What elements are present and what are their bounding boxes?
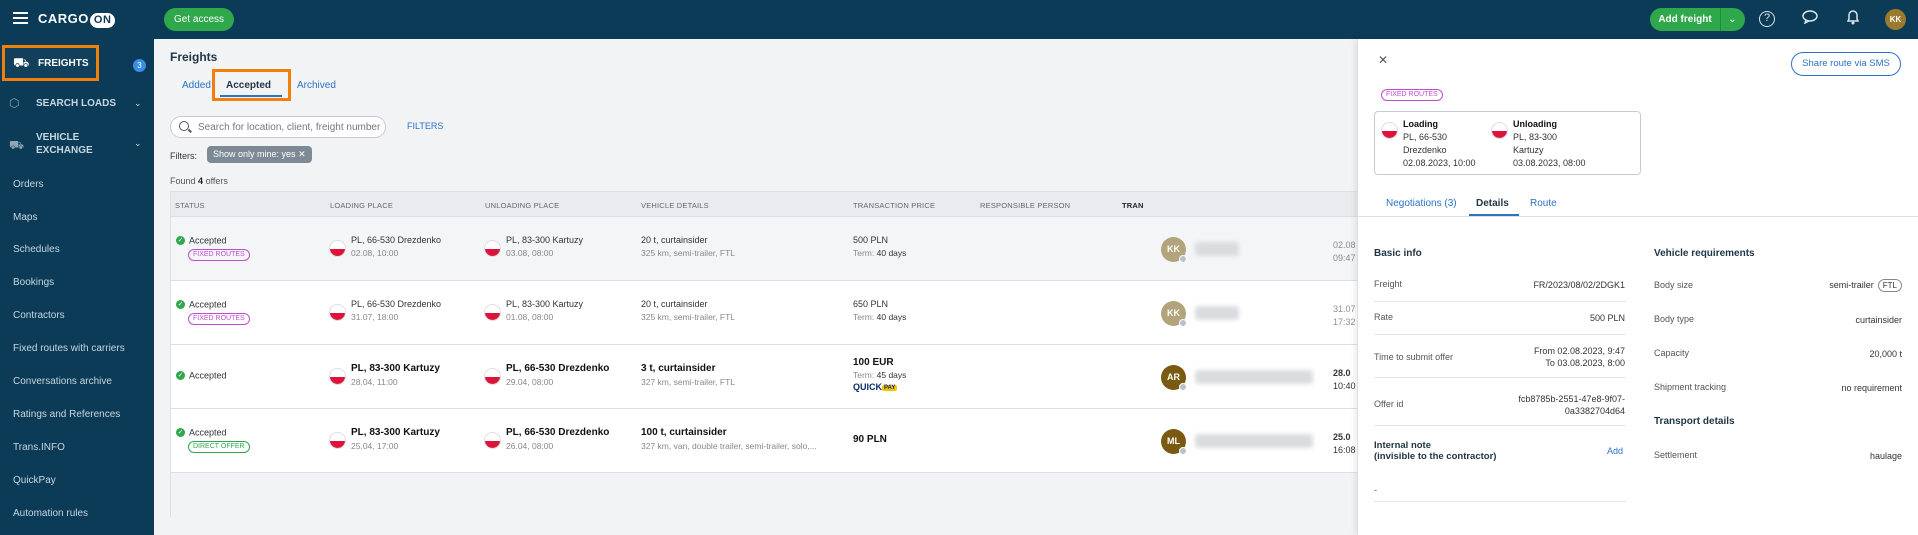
- poland-flag-icon: [1381, 122, 1398, 139]
- table-row[interactable]: ✓ Accepted FIXED ROUTES PL, 66-530 Drezde…: [171, 217, 1358, 281]
- top-bar: CARGO ON Get access Add freight ⌄ ? KK: [0, 0, 1918, 39]
- internal-note-heading: Internal note (invisible to the contracto…: [1374, 440, 1497, 462]
- poland-flag-icon: [484, 304, 501, 321]
- results-count: Found 4 offers: [170, 176, 228, 186]
- main-content: Freights Added Accepted Archived Search …: [154, 39, 1358, 535]
- sidebar-item-label: FREIGHTS: [38, 58, 89, 69]
- check-icon: ✓: [176, 236, 185, 246]
- close-icon[interactable]: ✕: [298, 149, 306, 159]
- status-badge: FIXED ROUTES: [188, 313, 250, 325]
- search-input[interactable]: Search for location, client, freight num…: [170, 116, 386, 138]
- help-icon[interactable]: ?: [1759, 11, 1775, 27]
- redacted-name: [1195, 242, 1239, 256]
- table-row[interactable]: ✓ Accepted PL, 83-300 Kartuzy 28.04, 11:00…: [171, 345, 1358, 409]
- freight-details-panel: ✕ Share route via SMS FIXED ROUTES Loadi…: [1357, 39, 1918, 535]
- check-icon: ✓: [176, 371, 185, 381]
- user-avatar[interactable]: KK: [1885, 9, 1906, 30]
- poland-flag-icon: [1491, 122, 1508, 139]
- offer-id: fcb8785b-2551-47e8-9f07- 0a3382704d64: [1518, 394, 1625, 416]
- filters-button[interactable]: FILTERS: [407, 121, 444, 131]
- add-note-button[interactable]: Add: [1607, 446, 1624, 456]
- panel-tabs: Negotiations (3) Details Route: [1358, 191, 1918, 217]
- table-row[interactable]: ✓ Accepted DIRECT OFFER PL, 83-300 Kartuz…: [171, 409, 1358, 473]
- redacted-name: [1195, 306, 1239, 320]
- poland-flag-icon: [329, 368, 346, 385]
- route-summary: Loading PL, 66-530 Drezdenko 02.08.2023,…: [1374, 111, 1641, 175]
- status-badge: FIXED ROUTES: [188, 249, 250, 261]
- table-header: STATUS LOADING PLACE UNLOADING PLACE VEH…: [171, 191, 1358, 217]
- poland-flag-icon: [484, 368, 501, 385]
- check-icon: ✓: [176, 428, 185, 438]
- body-type-value: curtainsider: [1855, 315, 1902, 325]
- poland-flag-icon: [329, 432, 346, 449]
- vehicle-requirements-heading: Vehicle requirements: [1654, 248, 1755, 259]
- search-icon: [179, 121, 189, 131]
- truck-icon: ⛟: [9, 138, 25, 152]
- status-badge: FIXED ROUTES: [1381, 89, 1443, 101]
- sidebar-item-vehicle-exchange[interactable]: ⛟ VEHICLE EXCHANGE ⌄: [9, 132, 142, 156]
- chevron-down-icon: ⌄: [134, 98, 142, 108]
- avatar[interactable]: AR: [1161, 365, 1187, 391]
- logo[interactable]: CARGO ON: [38, 11, 116, 28]
- redacted-name: [1195, 370, 1313, 384]
- tab-accepted[interactable]: Accepted: [226, 80, 272, 91]
- transport-details-heading: Transport details: [1654, 416, 1735, 427]
- avatar[interactable]: KK: [1161, 301, 1187, 327]
- avatar[interactable]: ML: [1161, 429, 1187, 455]
- menu-icon[interactable]: [13, 12, 28, 24]
- sidebar-item-freights[interactable]: ⛟ FREIGHTS: [2, 45, 99, 81]
- quickpay-badge: QUICK PAY: [853, 382, 898, 392]
- add-freight-button[interactable]: Add freight ⌄: [1650, 8, 1745, 31]
- chevron-down-icon[interactable]: ⌄: [1728, 14, 1737, 25]
- freight-number: FR/2023/08/02/2DGK1: [1533, 280, 1625, 290]
- freights-count-badge: 3: [133, 59, 146, 72]
- poland-flag-icon: [484, 240, 501, 257]
- close-icon[interactable]: ✕: [1378, 53, 1389, 67]
- check-icon: ✓: [176, 300, 185, 310]
- add-freight-label[interactable]: Add freight: [1658, 14, 1712, 25]
- redacted-name: [1195, 434, 1313, 448]
- tab-accepted-highlight: [212, 69, 291, 101]
- filter-chip[interactable]: Show only mine: yes ✕: [207, 146, 312, 163]
- get-access-button[interactable]: Get access: [164, 8, 234, 31]
- body-size-value: semi-trailer FTL: [1829, 279, 1902, 292]
- table-row[interactable]: ✓ Accepted FIXED ROUTES PL, 66-530 Drezde…: [171, 281, 1358, 345]
- chevron-down-icon: ⌄: [134, 138, 142, 148]
- chat-icon[interactable]: [1800, 9, 1820, 29]
- tab-details[interactable]: Details: [1476, 198, 1509, 209]
- sidebar: ⛟ FREIGHTS 3 ⬡ SEARCH LOADS ⌄ ⛟ VEHICLE …: [0, 39, 154, 535]
- poland-flag-icon: [329, 304, 346, 321]
- poland-flag-icon: [329, 240, 346, 257]
- avatar[interactable]: KK: [1161, 237, 1187, 263]
- tab-negotiations[interactable]: Negotiations (3): [1386, 198, 1457, 209]
- time-to-submit: From 02.08.2023, 9:47 To 03.08.2023, 8:00: [1533, 346, 1625, 368]
- rate-value: 500 PLN: [1589, 313, 1625, 323]
- settlement-value: haulage: [1869, 451, 1902, 461]
- tab-added[interactable]: Added: [182, 80, 211, 91]
- tracking-value: no requirement: [1841, 383, 1902, 393]
- box-icon: ⬡: [9, 96, 20, 110]
- share-route-button[interactable]: Share route via SMS: [1791, 52, 1901, 76]
- sidebar-item-search-loads[interactable]: ⬡ SEARCH LOADS ⌄: [9, 96, 142, 110]
- status-badge: DIRECT OFFER: [188, 441, 250, 453]
- internal-note-value: -: [1374, 485, 1377, 495]
- poland-flag-icon: [484, 432, 501, 449]
- filters-label: Filters:: [170, 151, 197, 161]
- freights-table: STATUS LOADING PLACE UNLOADING PLACE VEH…: [170, 191, 1358, 517]
- tab-route[interactable]: Route: [1530, 198, 1557, 209]
- basic-info-heading: Basic info: [1374, 248, 1422, 259]
- bell-icon[interactable]: [1843, 9, 1863, 29]
- capacity-value: 20,000 t: [1869, 349, 1902, 359]
- freights-icon: ⛟: [13, 55, 30, 70]
- page-title: Freights: [170, 50, 218, 64]
- tab-archived[interactable]: Archived: [297, 80, 336, 91]
